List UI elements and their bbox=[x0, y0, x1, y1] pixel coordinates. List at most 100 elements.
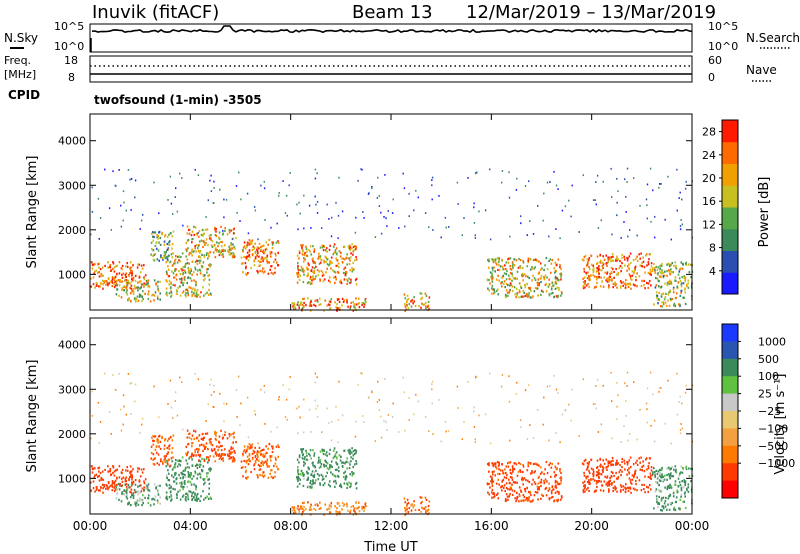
sparse-echo-cell bbox=[315, 407, 317, 410]
echo-cell bbox=[597, 269, 599, 272]
echo-cell bbox=[164, 256, 166, 260]
sparse-echo-cell bbox=[219, 188, 221, 191]
echo-cell bbox=[112, 466, 115, 469]
echo-cell bbox=[152, 293, 154, 296]
x-tick-label: 08:00 bbox=[273, 519, 308, 533]
echo-cell bbox=[143, 264, 145, 267]
echo-cell bbox=[309, 449, 312, 452]
echo-cell bbox=[141, 471, 144, 474]
sparse-echo-cell bbox=[467, 381, 469, 383]
echo-cell bbox=[311, 279, 313, 282]
echo-cell bbox=[511, 285, 514, 288]
echo-cell bbox=[270, 459, 272, 462]
echo-cell bbox=[115, 469, 117, 472]
echo-cell bbox=[309, 281, 311, 284]
echo-cell bbox=[668, 304, 671, 307]
echo-cell bbox=[129, 266, 132, 269]
echo-cell bbox=[172, 252, 174, 255]
echo-cell bbox=[179, 498, 182, 501]
echo-cell bbox=[257, 456, 259, 459]
echo-cell bbox=[424, 505, 427, 509]
echo-cell bbox=[527, 295, 529, 298]
echo-cell bbox=[407, 501, 410, 505]
echo-cell bbox=[353, 305, 355, 308]
echo-cell bbox=[425, 509, 427, 512]
echo-cell bbox=[660, 497, 663, 500]
echo-cell bbox=[156, 462, 159, 465]
echo-cell bbox=[131, 476, 134, 479]
echo-cell bbox=[642, 464, 645, 467]
echo-cell bbox=[554, 261, 557, 264]
sparse-echo-cell bbox=[398, 227, 400, 229]
echo-cell bbox=[208, 441, 211, 444]
echo-cell bbox=[505, 477, 508, 480]
echo-cell bbox=[361, 301, 363, 305]
echo-cell bbox=[136, 295, 139, 298]
echo-cell bbox=[244, 247, 247, 250]
echo-cell bbox=[208, 482, 211, 485]
echo-cell bbox=[242, 475, 244, 478]
noise-right-tick-bottom: 10^0 bbox=[708, 40, 738, 53]
echo-cell bbox=[245, 460, 247, 463]
echo-cell bbox=[660, 293, 663, 296]
sparse-echo-cell bbox=[238, 375, 240, 378]
echo-cell bbox=[184, 475, 187, 478]
echo-cell bbox=[660, 489, 663, 492]
echo-cell bbox=[670, 486, 673, 489]
echo-cell bbox=[645, 457, 648, 460]
echo-cell bbox=[683, 276, 686, 279]
echo-cell bbox=[194, 288, 196, 291]
echo-cell bbox=[537, 486, 540, 489]
echo-cell bbox=[501, 276, 504, 279]
echo-cell bbox=[337, 502, 340, 505]
echo-cell bbox=[539, 472, 542, 475]
echo-cell bbox=[534, 462, 537, 465]
sparse-echo-cell bbox=[236, 212, 238, 214]
echo-cell bbox=[672, 271, 674, 274]
echo-cell bbox=[505, 465, 508, 468]
echo-cell bbox=[220, 254, 223, 257]
echo-cell bbox=[176, 496, 178, 499]
echo-cell bbox=[160, 460, 162, 463]
echo-cell bbox=[662, 301, 665, 304]
echo-cell bbox=[658, 285, 660, 288]
echo-cell bbox=[129, 271, 132, 274]
echo-cell bbox=[157, 234, 159, 238]
echo-cell bbox=[505, 289, 508, 292]
echo-cell bbox=[121, 268, 123, 271]
echo-cell bbox=[269, 268, 271, 271]
echo-cell bbox=[158, 463, 160, 466]
echo-cell bbox=[582, 481, 584, 484]
echo-cell bbox=[104, 264, 106, 267]
power-colorbar-label: Power [dB] bbox=[757, 177, 772, 248]
echo-cell bbox=[325, 451, 328, 454]
echo-cell bbox=[297, 265, 299, 268]
echo-cell bbox=[355, 245, 358, 248]
echo-cell bbox=[545, 460, 548, 464]
echo-cell bbox=[208, 274, 210, 277]
velocity-colorbar-swatch bbox=[722, 341, 738, 360]
echo-cell bbox=[204, 481, 206, 484]
echo-cell bbox=[170, 253, 173, 256]
echo-cell bbox=[184, 466, 187, 469]
echo-cell bbox=[319, 246, 322, 249]
echo-cell bbox=[163, 243, 166, 246]
sparse-echo-cell bbox=[357, 179, 359, 182]
echo-cell bbox=[232, 254, 235, 257]
echo-cell bbox=[270, 265, 272, 268]
echo-cell bbox=[125, 476, 128, 479]
echo-cell bbox=[629, 487, 632, 490]
echo-cell bbox=[343, 245, 346, 248]
echo-cell bbox=[275, 458, 277, 461]
sparse-echo-cell bbox=[594, 199, 596, 201]
echo-cell bbox=[142, 290, 144, 293]
echo-cell bbox=[684, 480, 687, 483]
echo-cell bbox=[300, 244, 302, 247]
echo-cell bbox=[352, 253, 354, 256]
echo-cell bbox=[596, 269, 598, 272]
echo-cell bbox=[114, 284, 117, 287]
echo-cell bbox=[326, 258, 329, 261]
echo-cell bbox=[501, 489, 503, 492]
echo-cell bbox=[683, 500, 685, 503]
echo-cell bbox=[336, 298, 339, 301]
